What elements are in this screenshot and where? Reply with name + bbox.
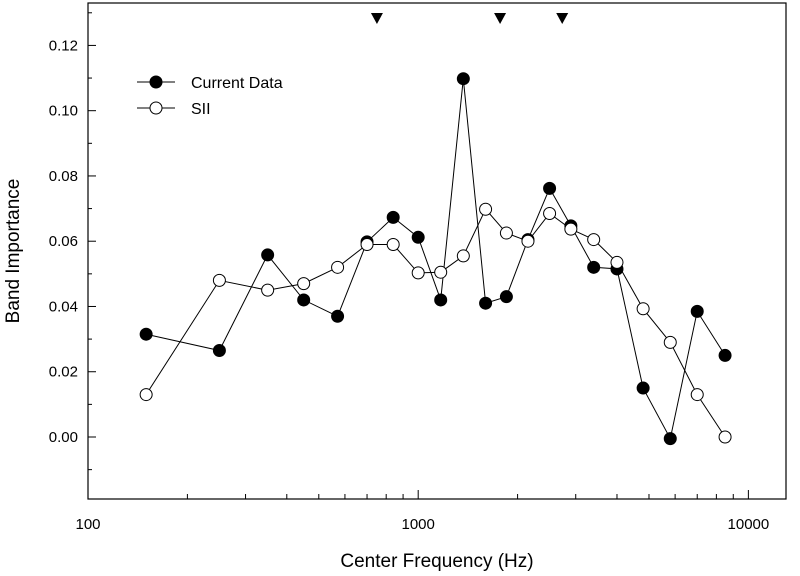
- legend: Current Data SII: [137, 75, 283, 118]
- sii-point: [386, 237, 400, 251]
- sii-point: [521, 234, 535, 248]
- current-data-point: [587, 260, 601, 274]
- current-data-point: [434, 293, 448, 307]
- sii-point: [139, 388, 153, 402]
- current-data-point: [331, 309, 345, 323]
- y-axis: 0.00 0.02 0.04 0.06 0.08 0.10 0.12: [49, 12, 96, 471]
- sii-point: [360, 237, 374, 251]
- sii-point: [456, 249, 470, 263]
- triangle-marker: [556, 13, 569, 24]
- y-tick-label: 0.08: [49, 168, 78, 185]
- current-data-point: [212, 344, 226, 358]
- current-data-point: [411, 230, 425, 244]
- x-tick-label: 1000: [402, 516, 435, 533]
- sii-point: [411, 266, 425, 280]
- sii-point: [564, 222, 578, 236]
- y-tick-label: 0.02: [49, 364, 78, 381]
- sii-point: [499, 226, 513, 240]
- sii-point: [212, 273, 226, 287]
- y-tick-label: 0.12: [49, 37, 78, 54]
- legend-label-current-data: Current Data: [191, 75, 283, 92]
- y-tick-label: 0.04: [49, 298, 78, 315]
- x-tick-label: 100: [75, 516, 100, 533]
- current-data-point: [690, 304, 704, 318]
- sii-point: [297, 277, 311, 291]
- series-layer: [139, 72, 732, 446]
- triangle-marker: [370, 13, 383, 24]
- x-axis-title: Center Frequency (Hz): [340, 551, 533, 572]
- sii-point: [663, 335, 677, 349]
- triangle-marker: [494, 13, 507, 24]
- legend-label-sii: SII: [191, 101, 211, 118]
- current-data-point: [636, 381, 650, 395]
- x-axis: 100 1000 10000: [75, 490, 769, 533]
- sii-point: [261, 283, 275, 297]
- current-data-point: [663, 432, 677, 446]
- y-tick-label: 0.10: [49, 103, 78, 120]
- current-data-point: [499, 290, 513, 304]
- sii-point: [587, 233, 601, 247]
- current-data-point: [718, 348, 732, 362]
- sii-point: [610, 255, 624, 269]
- plot-frame: [87, 2, 787, 500]
- sii-point: [479, 202, 493, 216]
- sii-point: [434, 265, 448, 279]
- current-data-point: [139, 327, 153, 341]
- x-tick-label: 10000: [728, 516, 770, 533]
- y-tick-label: 0.06: [49, 233, 78, 250]
- y-axis-title: Band Importance: [3, 179, 24, 324]
- current-data-point: [261, 248, 275, 262]
- sii-point: [690, 388, 704, 402]
- current-data-point: [386, 210, 400, 224]
- legend-marker-sii: [149, 101, 163, 115]
- y-tick-label: 0.00: [49, 429, 78, 446]
- top-markers: [370, 13, 569, 24]
- sii-point: [331, 260, 345, 274]
- current-data-point: [543, 181, 557, 195]
- current-data-point: [479, 296, 493, 310]
- current-data-point: [297, 293, 311, 307]
- sii-point: [543, 206, 557, 220]
- legend-marker-current-data: [149, 75, 163, 89]
- current-data-point: [456, 72, 470, 86]
- sii-point: [636, 302, 650, 316]
- sii-point: [718, 430, 732, 444]
